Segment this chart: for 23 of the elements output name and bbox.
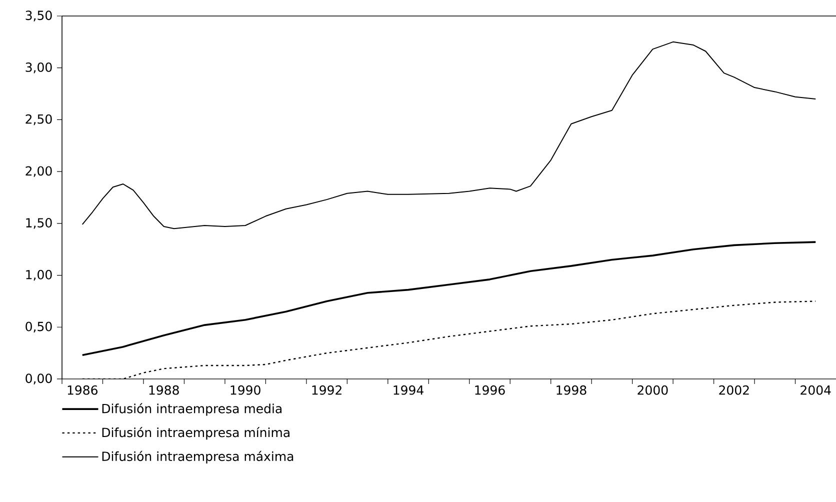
y-tick-label: 3,50: [26, 10, 52, 22]
x-tick-label: 1988: [149, 385, 179, 395]
legend-label: Difusión intraempresa media: [102, 403, 282, 416]
x-tick-label: 1998: [556, 385, 586, 395]
y-tick-label: 3,00: [26, 62, 52, 74]
x-tick-label: 1990: [230, 385, 260, 395]
legend-label: Difusión intraempresa máxima: [102, 450, 294, 464]
x-tick-label: 2004: [800, 385, 831, 395]
x-tick-label: 2002: [719, 385, 749, 395]
y-tick-label: 1,00: [26, 270, 52, 281]
x-tick-label: 2000: [638, 385, 668, 395]
x-tick-label: 1986: [68, 385, 98, 395]
x-tick-label: 1996: [475, 385, 505, 395]
y-tick-label: 0,00: [26, 374, 52, 384]
y-tick-label: 2,00: [26, 166, 52, 177]
y-tick-label: 2,50: [26, 114, 52, 126]
x-tick-label: 1992: [312, 385, 342, 395]
legend-label: Difusión intraempresa mínima: [102, 427, 290, 440]
y-tick-label: 0,50: [26, 322, 52, 332]
x-tick-label: 1994: [394, 385, 424, 395]
line-series: [82, 41, 816, 230]
y-tick-label: 1,50: [26, 218, 52, 229]
line-series: [81, 241, 817, 356]
